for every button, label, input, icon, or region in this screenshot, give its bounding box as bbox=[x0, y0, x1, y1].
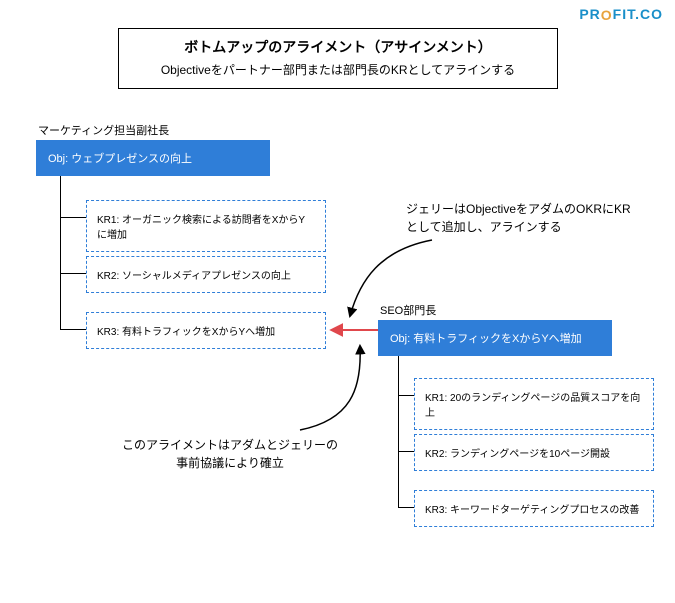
kr-right-2: KR2: ランディングページを10ページ開設 bbox=[414, 434, 654, 471]
connector-line bbox=[398, 356, 399, 507]
note-lower: このアライメントはアダムとジェリーの事前協議により確立 bbox=[120, 436, 340, 472]
connector-line bbox=[60, 176, 61, 329]
brand-logo: PROFIT.CO bbox=[579, 6, 663, 22]
title-box: ボトムアップのアライメント（アサインメント） Objectiveをパートナー部門… bbox=[118, 28, 558, 89]
note-upper: ジェリーはObjectiveをアダムのOKRにKRとして追加し、アラインする bbox=[406, 200, 636, 236]
connector-line bbox=[60, 217, 86, 218]
title-main: ボトムアップのアライメント（アサインメント） bbox=[129, 37, 547, 57]
objective-left: Obj: ウェブプレゼンスの向上 bbox=[36, 140, 270, 176]
objective-right: Obj: 有料トラフィックをXからYへ増加 bbox=[378, 320, 612, 356]
kr-left-3: KR3: 有料トラフィックをXからYへ増加 bbox=[86, 312, 326, 349]
connector-line bbox=[398, 507, 414, 508]
kr-right-3: KR3: キーワードターゲティングプロセスの改善 bbox=[414, 490, 654, 527]
curved-arrow-lower bbox=[300, 346, 360, 430]
role-label-right: SEO部門長 bbox=[378, 302, 438, 318]
connector-line bbox=[398, 395, 414, 396]
connector-line bbox=[60, 329, 86, 330]
kr-left-2: KR2: ソーシャルメディアプレゼンスの向上 bbox=[86, 256, 326, 293]
kr-right-1: KR1: 20のランディングページの品質スコアを向上 bbox=[414, 378, 654, 430]
role-label-left: マーケティング担当副社長 bbox=[36, 122, 171, 138]
connector-line bbox=[398, 451, 414, 452]
title-sub: Objectiveをパートナー部門または部門長のKRとしてアラインする bbox=[129, 61, 547, 78]
connector-line bbox=[60, 273, 86, 274]
kr-left-1: KR1: オーガニック検索による訪問者をXからYに増加 bbox=[86, 200, 326, 252]
